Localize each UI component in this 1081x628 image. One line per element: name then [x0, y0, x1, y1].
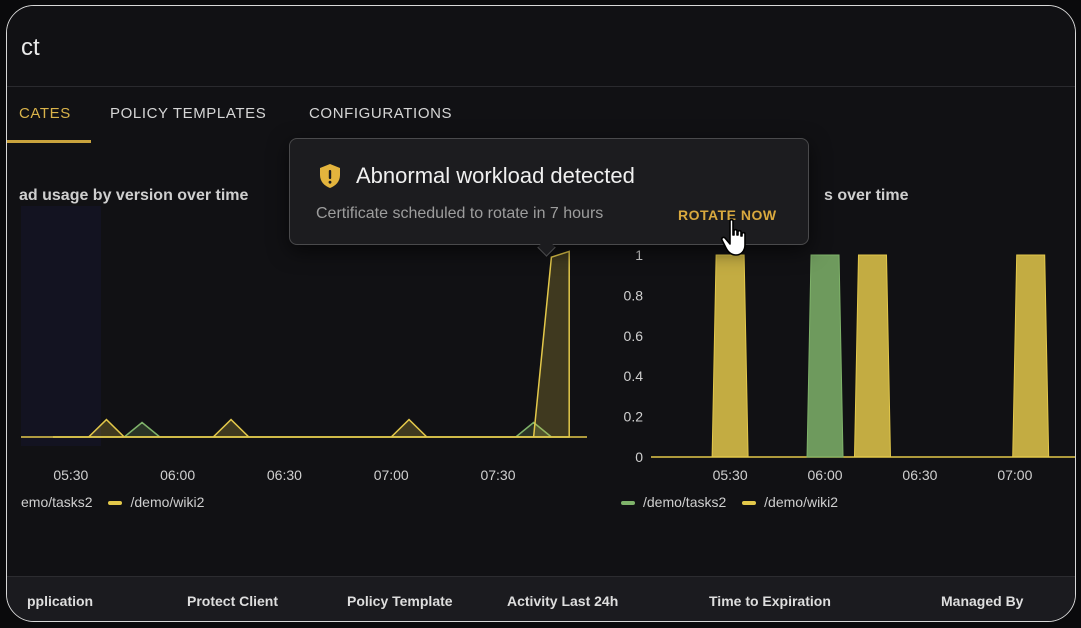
x-tick-label: 06:30 [267, 467, 302, 483]
y-tick-label: 0.6 [624, 328, 644, 344]
series-area-0 [53, 421, 570, 438]
alert-toast: Abnormal workload detected Certificate s… [289, 138, 809, 257]
chart-bg-band [21, 206, 101, 446]
column-header-policy-template[interactable]: Policy Template [347, 593, 453, 609]
y-tick-label: 0.8 [624, 287, 644, 303]
toast-message: Certificate scheduled to rotate in 7 hou… [316, 205, 604, 222]
x-tick-label: 05:30 [53, 467, 88, 483]
rotate-now-button[interactable]: ROTATE NOW [678, 207, 777, 223]
right-chart-title: s over time [824, 187, 909, 204]
y-tick-label: 0.2 [624, 409, 644, 425]
spike-1 [853, 254, 892, 458]
column-header-application[interactable]: pplication [27, 593, 94, 609]
tab-bar: CATES POLICY TEMPLATES CONFIGURATIONS [7, 87, 1075, 145]
spike-0 [806, 254, 844, 458]
y-tick-label: 1 [635, 247, 643, 263]
legend-item-tasks2[interactable]: emo/tasks2 [21, 494, 93, 510]
right-legend: /demo/tasks2 /demo/wiki2 [621, 494, 850, 510]
tab-certificates[interactable]: CATES [19, 105, 71, 122]
spike-1 [1012, 254, 1050, 458]
legend-label: emo/tasks2 [21, 494, 93, 510]
x-tick-label: 07:00 [374, 467, 409, 483]
left-chart: 05:30 06:00 06:30 07:00 07:30 [21, 206, 587, 483]
column-header-expiration[interactable]: Time to Expiration [709, 593, 831, 609]
header: ct [7, 6, 1075, 87]
active-tab-indicator [7, 140, 91, 143]
x-tick-label: 07:30 [480, 467, 515, 483]
legend-item-tasks2[interactable]: /demo/tasks2 [621, 494, 726, 510]
x-tick-label: 07:00 [997, 467, 1032, 483]
y-tick-label: 0.4 [624, 368, 644, 384]
column-header-activity[interactable]: Activity Last 24h [507, 593, 619, 609]
legend-label: /demo/tasks2 [643, 494, 727, 510]
column-header-managed-by[interactable]: Managed By [941, 593, 1024, 609]
x-tick-label: 06:00 [808, 467, 843, 483]
hand-pointer-cursor-icon [720, 218, 746, 256]
x-tick-label: 05:30 [713, 467, 748, 483]
right-chart: 0 0.2 0.4 0.6 0.8 1 05:30 06:00 06:30 07:00 [624, 247, 1075, 483]
app-window: ct CATES POLICY TEMPLATES CONFIGURATIONS… [6, 5, 1076, 622]
legend-label: /demo/wiki2 [764, 494, 839, 510]
legend-swatch [108, 501, 123, 506]
table-header: pplication Protect Client Policy Templat… [7, 576, 1075, 621]
x-tick-label: 06:00 [160, 467, 195, 483]
left-legend: emo/tasks2 /demo/wiki2 [21, 494, 216, 510]
legend-label: /demo/wiki2 [130, 494, 205, 510]
series-area-1 [53, 250, 570, 438]
spike-1 [711, 254, 749, 458]
page-title: ct [21, 34, 40, 61]
tab-configurations[interactable]: CONFIGURATIONS [309, 105, 453, 122]
y-tick-label: 0 [635, 449, 643, 465]
left-chart-title: ad usage by version over time [19, 187, 249, 204]
shield-alert-icon [320, 164, 340, 188]
charts-canvas: 05:30 06:00 06:30 07:00 07:30 0 0.2 0.4 0.6 0.8 1… [21, 206, 1075, 483]
legend-swatch [621, 501, 635, 506]
legend-item-wiki2[interactable]: /demo/wiki2 [108, 494, 204, 510]
toast-title: Abnormal workload detected [356, 163, 635, 188]
legend-item-wiki2[interactable]: /demo/wiki2 [742, 494, 838, 510]
column-header-protect-client[interactable]: Protect Client [187, 593, 279, 609]
x-tick-label: 06:30 [902, 467, 937, 483]
legend-swatch [742, 501, 757, 506]
tab-policy-templates[interactable]: POLICY TEMPLATES [110, 105, 267, 122]
